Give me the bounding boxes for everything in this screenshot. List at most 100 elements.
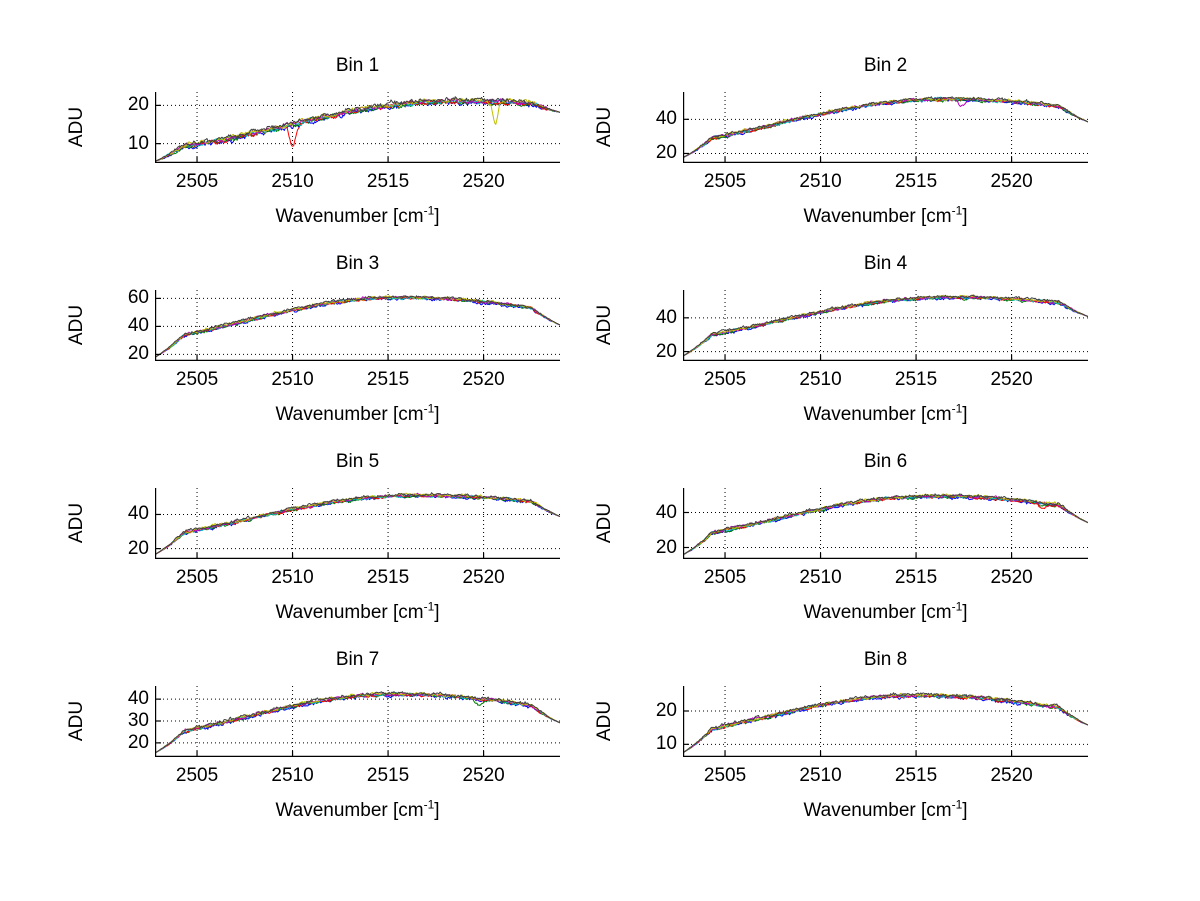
y-tick-label: 20 bbox=[127, 537, 149, 559]
y-axis-label: ADU bbox=[66, 502, 87, 544]
x-axis-label-text: Wavenumber [cm bbox=[275, 404, 424, 425]
x-tick-label: 2515 bbox=[894, 369, 938, 390]
panel-4: Bin 4 ADU 20 40 2505 2510 2515 2520 Wavenumber [… bbox=[563, 253, 1128, 450]
x-tick-label: 2505 bbox=[703, 369, 747, 390]
panel-2: Bin 2 ADU 20 40 2505 2510 2515 2520 Wavenumber [… bbox=[563, 55, 1128, 252]
x-tick-label: 2510 bbox=[799, 765, 842, 786]
x-axis-label-exponent: -1 bbox=[951, 797, 963, 812]
panel-title: Bin 8 bbox=[863, 649, 908, 670]
x-axis-label: Wavenumber [cm-1] bbox=[155, 403, 560, 426]
data-series-line bbox=[683, 97, 1088, 159]
y-tick-label: 20 bbox=[127, 731, 149, 753]
x-axis-label-bracket: ] bbox=[434, 206, 440, 227]
plot-area bbox=[683, 686, 1088, 757]
panel-title: Bin 5 bbox=[335, 451, 380, 472]
data-series-line bbox=[155, 691, 560, 754]
x-axis-label-bracket: ] bbox=[434, 602, 440, 623]
x-tick-label: 2515 bbox=[366, 567, 410, 588]
panel-title: Bin 4 bbox=[863, 253, 908, 274]
x-axis-label-exponent: -1 bbox=[951, 203, 963, 218]
x-tick-label: 2505 bbox=[175, 171, 219, 192]
data-series-line bbox=[683, 96, 1088, 159]
plot-area bbox=[155, 488, 560, 559]
y-tick-label: 10 bbox=[655, 733, 677, 755]
y-tick-label: 20 bbox=[127, 94, 149, 116]
panel-title: Bin 2 bbox=[863, 55, 908, 76]
x-tick-label: 2520 bbox=[990, 171, 1033, 192]
panel-3: Bin 3 ADU 20 40 60 2505 2510 2515 2520 Wavenumber… bbox=[35, 253, 600, 450]
data-series-line bbox=[683, 493, 1088, 556]
panel-6: Bin 6 ADU 20 40 2505 2510 2515 2520 Wavenumber [… bbox=[563, 451, 1128, 648]
plot-area bbox=[683, 488, 1088, 559]
x-axis-label-exponent: -1 bbox=[423, 797, 435, 812]
x-axis-label-exponent: -1 bbox=[423, 599, 435, 614]
data-series-line bbox=[683, 693, 1088, 754]
x-tick-label: 2505 bbox=[175, 567, 219, 588]
y-axis-label: ADU bbox=[594, 502, 615, 544]
y-tick-label: 40 bbox=[127, 503, 149, 525]
y-tick-label: 20 bbox=[655, 700, 677, 721]
x-axis-label-text: Wavenumber [cm bbox=[803, 404, 952, 425]
data-series-line bbox=[155, 99, 560, 162]
x-axis-label-bracket: ] bbox=[962, 404, 968, 425]
x-tick-label: 2520 bbox=[990, 567, 1033, 588]
plot-area bbox=[683, 290, 1088, 361]
data-series-line bbox=[683, 294, 1088, 357]
y-axis-label: ADU bbox=[594, 700, 615, 742]
panel-8: Bin 8 ADU 10 20 2505 2510 2515 2520 Wavenumber [… bbox=[563, 649, 1128, 846]
x-tick-label: 2515 bbox=[366, 171, 410, 192]
x-tick-label: 2510 bbox=[799, 369, 842, 390]
y-tick-label: 20 bbox=[655, 536, 677, 558]
y-tick-label: 40 bbox=[127, 315, 149, 337]
x-axis-label-bracket: ] bbox=[962, 800, 968, 821]
y-tick-label: 40 bbox=[655, 108, 677, 130]
x-axis-label-bracket: ] bbox=[434, 800, 440, 821]
y-tick-label: 40 bbox=[655, 306, 677, 328]
data-series-line bbox=[683, 96, 1088, 158]
x-tick-label: 2510 bbox=[271, 171, 314, 192]
x-axis-label-exponent: -1 bbox=[951, 401, 963, 416]
x-axis-label: Wavenumber [cm-1] bbox=[683, 203, 1088, 228]
x-axis-label-text: Wavenumber [cm bbox=[275, 800, 424, 821]
x-axis-label-exponent: -1 bbox=[423, 203, 435, 218]
x-tick-label: 2520 bbox=[990, 765, 1033, 786]
x-axis-label: Wavenumber [cm-1] bbox=[155, 599, 560, 624]
panel-title: Bin 6 bbox=[863, 451, 908, 472]
y-tick-label: 30 bbox=[127, 710, 149, 731]
x-tick-label: 2520 bbox=[462, 171, 505, 192]
data-series-line bbox=[155, 492, 560, 556]
x-axis-label: Wavenumber [cm-1] bbox=[155, 797, 560, 822]
panel-5: Bin 5 ADU 20 40 2505 2510 2515 2520 Wavenumber [… bbox=[35, 451, 600, 648]
data-series-line bbox=[683, 97, 1088, 159]
data-series-line bbox=[155, 492, 560, 556]
data-series-line bbox=[683, 96, 1088, 158]
data-series-line bbox=[683, 493, 1088, 556]
panel-title: Bin 7 bbox=[335, 649, 380, 670]
panel-title: Bin 3 bbox=[335, 253, 380, 274]
y-tick-label: 60 bbox=[127, 287, 149, 309]
x-axis-label-bracket: ] bbox=[434, 404, 440, 425]
x-tick-label: 2510 bbox=[271, 765, 314, 786]
x-tick-label: 2515 bbox=[366, 369, 410, 390]
x-axis-label-bracket: ] bbox=[962, 206, 968, 227]
x-axis-label-text: Wavenumber [cm bbox=[803, 206, 952, 227]
x-tick-label: 2510 bbox=[271, 567, 314, 588]
data-series-line bbox=[683, 96, 1088, 159]
x-tick-label: 2520 bbox=[462, 765, 505, 786]
x-axis-label: Wavenumber [cm-1] bbox=[683, 401, 1088, 426]
x-axis-label: Wavenumber [cm-1] bbox=[683, 797, 1088, 822]
data-series-line bbox=[155, 691, 560, 754]
x-axis-label-text: Wavenumber [cm bbox=[275, 602, 424, 623]
x-tick-label: 2520 bbox=[990, 369, 1033, 390]
y-axis-label: ADU bbox=[66, 700, 87, 742]
x-tick-label: 2515 bbox=[894, 567, 938, 588]
x-tick-label: 2505 bbox=[703, 171, 747, 192]
x-axis-label-text: Wavenumber [cm bbox=[803, 800, 952, 821]
data-series-line bbox=[155, 295, 560, 358]
plot-area bbox=[155, 686, 560, 757]
y-axis-label: ADU bbox=[66, 106, 87, 148]
x-tick-label: 2505 bbox=[703, 765, 747, 786]
x-tick-label: 2505 bbox=[175, 369, 219, 390]
panel-title: Bin 1 bbox=[335, 55, 380, 76]
x-tick-label: 2505 bbox=[175, 765, 219, 786]
